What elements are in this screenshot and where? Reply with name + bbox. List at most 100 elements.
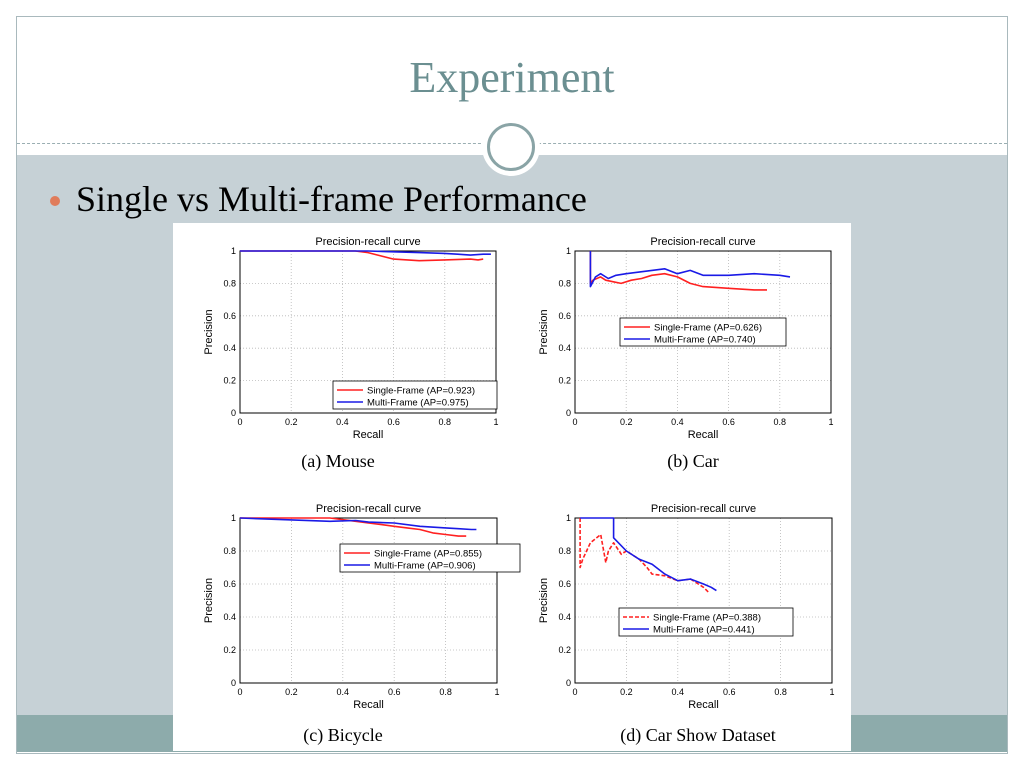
x-axis-label: Recall: [353, 429, 384, 441]
legend-label: Multi-Frame (AP=0.906): [374, 561, 476, 572]
x-tick-label: 0: [572, 687, 577, 697]
legend-label: Multi-Frame (AP=0.740): [654, 335, 756, 346]
y-tick-label: 0.4: [223, 612, 236, 622]
x-tick-label: 0.8: [774, 687, 787, 697]
y-tick-label: 0.6: [558, 579, 571, 589]
x-tick-label: 0.4: [336, 417, 349, 427]
x-axis-label: Recall: [688, 699, 719, 711]
ornament-ring: [487, 123, 535, 171]
y-tick-label: 0.6: [223, 311, 236, 321]
x-axis-label: Recall: [688, 429, 719, 441]
y-tick-label: 0: [231, 678, 236, 688]
x-tick-label: 0.6: [388, 687, 401, 697]
y-tick-label: 1: [231, 246, 236, 256]
legend-label: Multi-Frame (AP=0.441): [653, 625, 755, 636]
x-tick-label: 0.6: [723, 687, 736, 697]
y-tick-label: 0: [231, 408, 236, 418]
plot-area: [574, 517, 833, 684]
y-tick-label: 0.6: [558, 311, 571, 321]
legend-label: Single-Frame (AP=0.388): [653, 613, 761, 624]
y-tick-label: 1: [566, 246, 571, 256]
chart-mouse: 0 0.2 0.4 0.6 0.8 1 0 0.2 0.4 0.6 0.8 1 Precision-re…: [203, 236, 499, 441]
y-tick-label: 0.2: [558, 645, 571, 655]
y-tick-label: 0.2: [223, 645, 236, 655]
x-tick-label: 0.4: [337, 687, 350, 697]
y-axis-label: Precision: [538, 309, 550, 354]
slide-title: Experiment: [409, 53, 615, 102]
caption-car: (b) Car: [667, 451, 719, 471]
x-tick-label: 0.4: [672, 687, 685, 697]
series-line-multi-frame: [239, 517, 477, 531]
y-tick-label: 0.4: [558, 612, 571, 622]
x-tick-label: 0.8: [439, 687, 452, 697]
x-tick-label: 0.8: [439, 417, 452, 427]
plot-area: [239, 517, 498, 684]
chart-title: Precision-recall curve: [651, 503, 756, 515]
x-axis-label: Recall: [353, 699, 384, 711]
x-tick-label: 0.8: [774, 417, 787, 427]
chart-carshow: 0 0.2 0.4 0.6 0.8 1 0 0.2 0.4 0.6 0.8 1 Precision-re…: [538, 503, 835, 711]
legend-label: Single-Frame (AP=0.626): [654, 323, 762, 334]
y-tick-label: 0: [566, 408, 571, 418]
caption-mouse: (a) Mouse: [301, 451, 375, 471]
y-axis-label: Precision: [538, 578, 550, 623]
x-tick-label: 0.2: [620, 687, 633, 697]
y-tick-label: 0.4: [223, 343, 236, 353]
y-tick-label: 0.8: [223, 546, 236, 556]
legend: Single-Frame (AP=0.923)Multi-Frame (AP=0…: [332, 380, 498, 410]
x-tick-label: 0: [237, 417, 242, 427]
legend: Single-Frame (AP=0.855)Multi-Frame (AP=0…: [339, 543, 521, 573]
x-tick-label: 0.2: [620, 417, 633, 427]
y-tick-label: 0.2: [558, 376, 571, 386]
series-line-single-frame: [589, 251, 767, 291]
x-tick-label: 1: [828, 417, 833, 427]
legend-box: [339, 543, 521, 573]
plot-area: [574, 250, 832, 414]
y-tick-label: 1: [231, 513, 236, 523]
legend: Single-Frame (AP=0.626)Multi-Frame (AP=0…: [619, 317, 787, 347]
x-tick-label: 1: [493, 417, 498, 427]
series-line-multi-frame: [240, 250, 491, 256]
y-axis-label: Precision: [203, 578, 215, 623]
chart-title: Precision-recall curve: [315, 236, 420, 248]
chart-title: Precision-recall curve: [650, 236, 755, 248]
caption-car-show: (d) Car Show Dataset: [620, 725, 776, 745]
x-tick-label: 0.2: [285, 417, 298, 427]
chart-car: 0 0.2 0.4 0.6 0.8 1 0 0.2 0.4 0.6 0.8 1 Precision-re…: [538, 236, 834, 441]
x-tick-label: 0: [237, 687, 242, 697]
x-tick-label: 0.4: [671, 417, 684, 427]
chart-bicycle: 0 0.2 0.4 0.6 0.8 1 0 0.2 0.4 0.6 0.8 1 Precision-re…: [203, 503, 521, 711]
y-tick-label: 0.4: [558, 343, 571, 353]
y-tick-label: 0: [566, 678, 571, 688]
y-tick-label: 0.6: [223, 579, 236, 589]
legend: Single-Frame (AP=0.388)Multi-Frame (AP=0…: [618, 607, 794, 637]
legend-box: [332, 380, 498, 410]
chart-title: Precision-recall curve: [316, 503, 421, 515]
circle-ornament-icon: [482, 118, 540, 176]
x-tick-label: 0.6: [387, 417, 400, 427]
caption-bicycle: (c) Bicycle: [303, 725, 383, 745]
legend-label: Single-Frame (AP=0.855): [374, 549, 482, 560]
y-tick-label: 0.8: [223, 278, 236, 288]
x-tick-label: 0.6: [722, 417, 735, 427]
legend-label: Multi-Frame (AP=0.975): [367, 398, 469, 409]
bullet-dot-icon: [50, 196, 60, 206]
series-line-multi-frame: [589, 251, 791, 288]
series-line-single-frame: [240, 250, 484, 262]
y-tick-label: 1: [566, 513, 571, 523]
series-line-multi-frame: [580, 517, 717, 592]
x-tick-label: 1: [829, 687, 834, 697]
y-tick-label: 0.2: [223, 376, 236, 386]
x-tick-label: 1: [494, 687, 499, 697]
series-line-single-frame: [579, 518, 710, 593]
precision-recall-figure: 0 0.2 0.4 0.6 0.8 1 0 0.2 0.4 0.6 0.8 1 Precision-re…: [203, 236, 835, 711]
y-axis-label: Precision: [203, 309, 215, 354]
figure-panel: 0 0.2 0.4 0.6 0.8 1 0 0.2 0.4 0.6 0.8 1 Precision-re…: [173, 223, 851, 751]
x-tick-label: 0: [572, 417, 577, 427]
legend-label: Single-Frame (AP=0.923): [367, 386, 475, 397]
x-tick-label: 0.2: [285, 687, 298, 697]
y-tick-label: 0.8: [558, 278, 571, 288]
legend-box: [619, 317, 787, 347]
legend-box: [618, 607, 794, 637]
y-tick-label: 0.8: [558, 546, 571, 556]
